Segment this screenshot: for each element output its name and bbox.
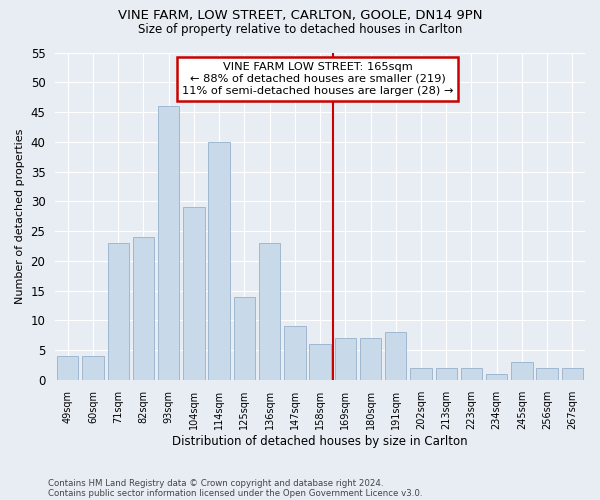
Bar — [158, 106, 179, 380]
Text: VINE FARM LOW STREET: 165sqm
← 88% of detached houses are smaller (219)
11% of s: VINE FARM LOW STREET: 165sqm ← 88% of de… — [182, 62, 453, 96]
Bar — [461, 368, 482, 380]
Bar — [107, 243, 129, 380]
Bar — [562, 368, 583, 380]
Bar — [360, 338, 381, 380]
Bar — [486, 374, 508, 380]
Y-axis label: Number of detached properties: Number of detached properties — [15, 128, 25, 304]
Bar — [208, 142, 230, 380]
Text: Size of property relative to detached houses in Carlton: Size of property relative to detached ho… — [138, 22, 462, 36]
X-axis label: Distribution of detached houses by size in Carlton: Distribution of detached houses by size … — [172, 434, 468, 448]
Bar — [57, 356, 79, 380]
Bar — [133, 237, 154, 380]
Text: VINE FARM, LOW STREET, CARLTON, GOOLE, DN14 9PN: VINE FARM, LOW STREET, CARLTON, GOOLE, D… — [118, 9, 482, 22]
Bar — [385, 332, 406, 380]
Bar — [410, 368, 432, 380]
Text: Contains public sector information licensed under the Open Government Licence v3: Contains public sector information licen… — [48, 488, 422, 498]
Bar — [310, 344, 331, 380]
Bar — [335, 338, 356, 380]
Bar — [436, 368, 457, 380]
Bar — [536, 368, 558, 380]
Bar — [82, 356, 104, 380]
Bar — [183, 207, 205, 380]
Bar — [233, 296, 255, 380]
Bar — [259, 243, 280, 380]
Text: Contains HM Land Registry data © Crown copyright and database right 2024.: Contains HM Land Registry data © Crown c… — [48, 478, 383, 488]
Bar — [511, 362, 533, 380]
Bar — [284, 326, 305, 380]
